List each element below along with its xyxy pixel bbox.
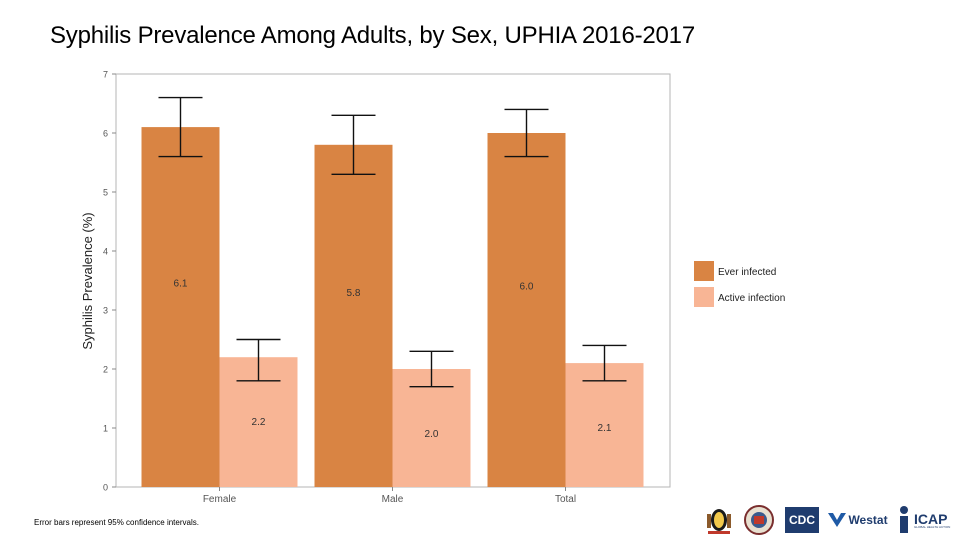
icap-logo-text: ICAP <box>914 510 948 527</box>
uganda-coat-of-arms-logo <box>702 504 736 536</box>
y-tick-label: 0 <box>103 483 108 493</box>
y-axis-title: Syphilis Prevalence (%) <box>80 212 95 349</box>
legend-swatch <box>694 261 714 281</box>
icap-figure-icon <box>900 506 908 533</box>
data-label: 2.2 <box>252 417 266 428</box>
x-tick-label: Total <box>555 494 576 505</box>
bar-ever-infected-female <box>141 127 220 487</box>
cdc-logo: CDC <box>783 504 821 536</box>
footnote: Error bars represent 95% confidence inte… <box>34 518 199 527</box>
westat-logo: Westat <box>826 504 890 536</box>
y-tick-label: 4 <box>103 247 108 257</box>
data-label: 2.1 <box>598 423 612 434</box>
legend-label: Ever infected <box>718 267 776 278</box>
y-tick-label: 7 <box>103 70 108 80</box>
data-label: 6.1 <box>174 278 188 289</box>
icap-logo: ICAP GLOBAL HEALTH ACTION <box>896 504 958 536</box>
slide-title: Syphilis Prevalence Among Adults, by Sex… <box>50 22 695 49</box>
data-label: 6.0 <box>520 282 534 293</box>
y-tick-label: 3 <box>103 306 108 316</box>
bar-active-infection-male <box>392 369 471 487</box>
data-label: 2.0 <box>425 429 439 440</box>
y-tick-label: 6 <box>103 129 108 139</box>
icap-logo-subtext: GLOBAL HEALTH ACTION <box>914 524 951 529</box>
y-tick-label: 5 <box>103 188 108 198</box>
bar-ever-infected-male <box>314 144 393 488</box>
y-tick-label: 1 <box>103 424 108 434</box>
cdc-logo-text: CDC <box>789 513 815 527</box>
bar-active-infection-total <box>565 363 644 487</box>
pepfar-seal-logo <box>741 504 777 536</box>
y-tick-label: 2 <box>103 365 108 375</box>
westat-logo-text: Westat <box>848 513 888 527</box>
x-tick-label: Female <box>203 494 237 505</box>
legend-swatch <box>694 287 714 307</box>
legend-label: Active infection <box>718 293 785 304</box>
bar-ever-infected-total <box>487 133 566 487</box>
data-label: 5.8 <box>347 288 361 299</box>
x-tick-label: Male <box>382 494 404 505</box>
westat-mark-icon <box>828 513 847 527</box>
